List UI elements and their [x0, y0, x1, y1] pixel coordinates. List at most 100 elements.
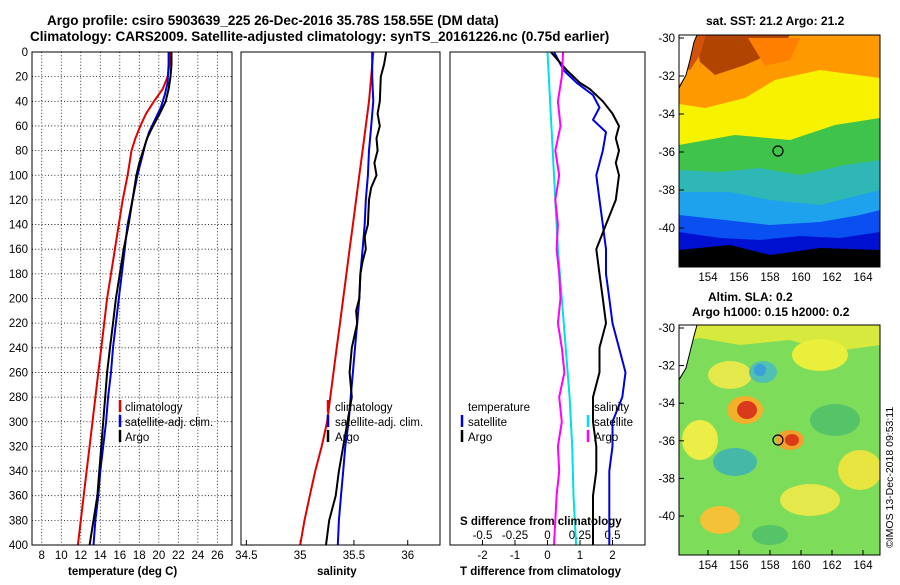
temperature-diff-tick-label: -1 — [510, 550, 520, 562]
longitude-tick-label: 154 — [698, 560, 718, 572]
depth-tick-label: 80 — [15, 146, 28, 158]
series-argo — [88, 52, 173, 546]
depth-tick-label: 360 — [9, 491, 28, 503]
title-line-2: Climatology: CARS2009. Satellite-adjuste… — [30, 29, 609, 44]
series-climatology — [299, 51, 375, 546]
latitude-tick-label: -30 — [658, 323, 675, 335]
depth-tick-label: 340 — [9, 466, 28, 478]
legend-s-sat-label: satellite — [594, 417, 633, 429]
legend-argo-label: Argo — [125, 432, 149, 444]
depth-tick-label: 260 — [9, 367, 28, 379]
argo-position-marker — [772, 434, 784, 446]
depth-tick-label: 120 — [9, 195, 28, 207]
temperature-tick-label: 10 — [55, 550, 68, 562]
longitude-tick-label: 156 — [729, 560, 748, 572]
depth-tick-label: 20 — [15, 72, 28, 84]
latitude-tick-label: -40 — [658, 223, 675, 235]
salinity-diff-tick-label: -0.5 — [473, 530, 493, 542]
latitude-tick-label: -38 — [658, 185, 675, 197]
legend-clim-label: climatology — [335, 402, 393, 414]
temperature-tick-label: 22 — [172, 550, 185, 562]
depth-tick-label: 300 — [9, 417, 28, 429]
salinity-tick-label: 34.5 — [235, 550, 257, 562]
latitude-tick-label: -32 — [658, 71, 675, 83]
sla-map-image — [679, 325, 880, 555]
difference-top-xlabel: S difference from climatology — [460, 516, 622, 528]
sst-map-frame — [678, 34, 881, 268]
temperature-tick-label: 12 — [74, 550, 87, 562]
temperature-tick-label: 24 — [191, 550, 204, 562]
temperature-tick-label: 20 — [152, 550, 165, 562]
difference-panel: -2 -1 0 1 2 -0.5 -0.25 0 0.25 0.5 T difference f… — [449, 51, 646, 578]
salinity-frame — [240, 51, 441, 546]
title-line-1: Argo profile: csiro 5903639_225 26-Dec-2… — [47, 13, 499, 28]
legend-temperature-title: temperature — [468, 402, 530, 414]
legend-clim-label: climatology — [125, 402, 183, 414]
depth-tick-label: 160 — [9, 244, 28, 256]
latitude-tick-label: -40 — [658, 511, 675, 523]
salinity-tick-label: 35.5 — [343, 550, 365, 562]
salinity-diff-tick-label: 0.5 — [605, 530, 621, 542]
longitude-tick-label: 160 — [791, 560, 810, 572]
temperature-diff-tick-label: 2 — [609, 550, 615, 562]
longitude-tick-label: 156 — [729, 272, 748, 284]
sla-map-title-1: Altim. SLA: 0.2 — [708, 290, 793, 304]
longitude-tick-label: 158 — [760, 560, 779, 572]
sst-map-panel: sat. SST: 21.2 Argo: 21.2 -30 -32 -34 -36 -3… — [658, 14, 881, 284]
series-s-argo — [553, 51, 566, 546]
legend-t-argo-label: Argo — [468, 432, 492, 444]
depth-tick-label: 380 — [9, 515, 28, 527]
depth-tick-label: 220 — [9, 318, 28, 330]
difference-frame — [449, 51, 646, 546]
latitude-tick-label: -38 — [658, 473, 675, 485]
temperature-tick-label: 18 — [133, 550, 146, 562]
series-climatology — [76, 51, 172, 546]
salinity-diff-tick-label: 0 — [544, 530, 550, 542]
legend-sat-label: satellite-adj. clim. — [125, 417, 213, 429]
series-t-satellite — [553, 51, 627, 545]
legend-argo-label: Argo — [335, 432, 359, 444]
salinity-diff-tick-label: 0.25 — [569, 530, 591, 542]
salinity-diff-tick-label: -0.25 — [502, 530, 528, 542]
depth-tick-label: 320 — [9, 441, 28, 453]
salinity-tick-label: 36 — [401, 550, 414, 562]
longitude-tick-label: 160 — [791, 272, 810, 284]
latitude-tick-label: -32 — [658, 361, 675, 373]
series-s-satellite — [546, 51, 578, 546]
watermark: ©IMOS 13-Dec-2018 09:53:11 — [884, 407, 896, 548]
temperature-tick-label: 14 — [94, 550, 107, 562]
latitude-tick-label: -34 — [658, 398, 675, 410]
salinity-tick-label: 35 — [294, 550, 307, 562]
latitude-tick-label: -34 — [658, 109, 675, 121]
depth-tick-label: 180 — [9, 269, 28, 281]
temperature-legend: climatology satellite-adj. clim. Argo — [118, 400, 213, 444]
longitude-tick-label: 162 — [822, 272, 841, 284]
longitude-tick-label: 158 — [760, 272, 779, 284]
temperature-diff-tick-label: -2 — [477, 550, 487, 562]
salinity-xlabel: salinity — [317, 566, 357, 578]
temperature-xlabel: temperature (deg C) — [68, 566, 177, 578]
temperature-tick-label: 8 — [39, 550, 45, 562]
latitude-tick-label: -30 — [658, 33, 675, 45]
longitude-tick-label: 164 — [853, 272, 873, 284]
latitude-tick-label: -36 — [658, 436, 675, 448]
temperature-tick-label: 16 — [113, 550, 126, 562]
sst-map-title: sat. SST: 21.2 Argo: 21.2 — [706, 14, 845, 28]
salinity-panel: 34.5 35 35.5 36 salinity climatology satell… — [235, 51, 441, 578]
temperature-diff-tick-label: 1 — [577, 550, 583, 562]
difference-legend: temperature satellite Argo salinity sate… — [460, 402, 633, 444]
legend-salinity-title: salinity — [594, 402, 629, 414]
difference-xlabel: T difference from climatology — [460, 566, 622, 578]
argo-position-marker — [772, 145, 784, 157]
temperature-tick-label: 26 — [211, 550, 224, 562]
depth-tick-label: 100 — [9, 170, 28, 182]
longitude-tick-label: 162 — [822, 560, 841, 572]
depth-tick-label: 280 — [9, 392, 28, 404]
depth-tick-label: 400 — [9, 540, 28, 552]
temperature-diff-tick-label: 0 — [544, 550, 550, 562]
depth-tick-label: 40 — [15, 96, 28, 108]
series-t-argo — [550, 51, 621, 545]
temperature-frame — [31, 51, 233, 546]
sla-map-title-2: Argo h1000: 0.15 h2000: 0.2 — [692, 305, 850, 319]
